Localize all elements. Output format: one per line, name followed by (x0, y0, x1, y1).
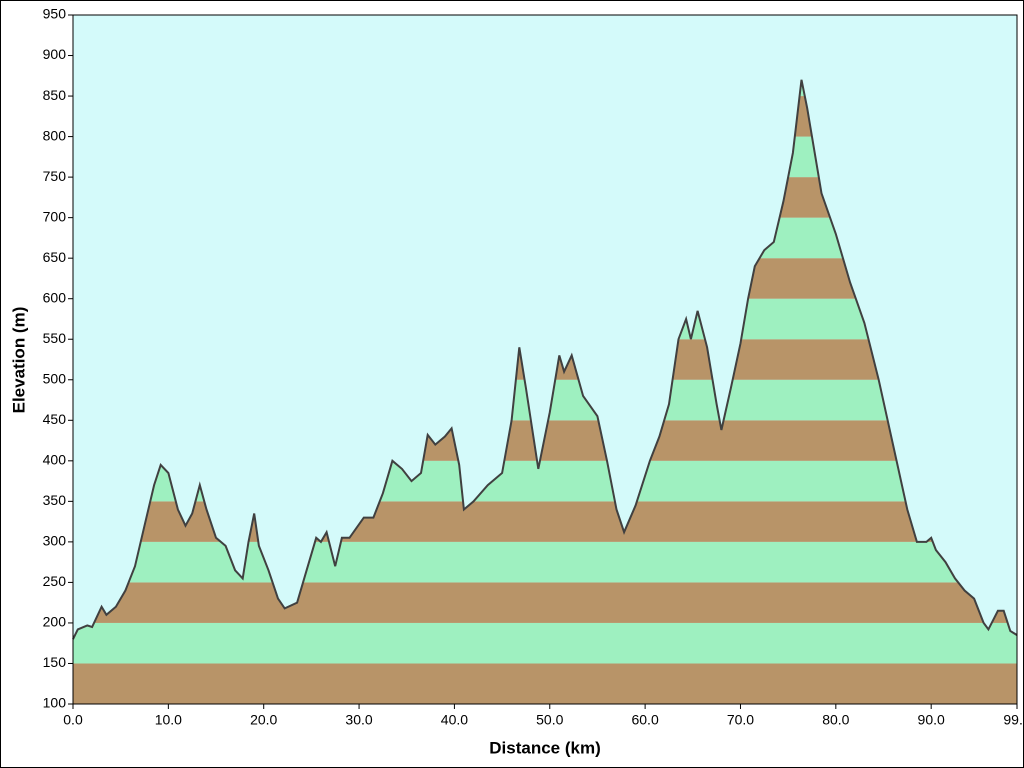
x-tick-label: 60.0 (631, 712, 658, 728)
y-tick-label: 750 (43, 168, 67, 184)
elevation-band (73, 541, 1017, 583)
y-tick-label: 850 (43, 87, 67, 103)
y-tick-label: 800 (43, 127, 67, 143)
elevation-line (72, 79, 1018, 640)
y-tick-label: 100 (43, 695, 67, 711)
plot-border (72, 14, 1018, 705)
elevation-band (73, 582, 1017, 623)
elevation-band (73, 622, 1017, 664)
x-tick-label: 70.0 (727, 712, 754, 728)
x-axis-label: Distance (km) (489, 738, 600, 757)
y-tick-label: 600 (43, 289, 67, 305)
y-tick-label: 450 (43, 411, 67, 427)
x-tick-label: 0.0 (63, 712, 83, 728)
y-tick-label: 550 (43, 330, 67, 346)
y-tick-label: 400 (43, 452, 67, 468)
y-tick-label: 350 (43, 492, 67, 508)
y-tick-label: 650 (43, 249, 67, 265)
y-tick-label: 150 (43, 654, 67, 670)
y-tick-label: 250 (43, 573, 67, 589)
y-tick-label: 200 (43, 614, 67, 630)
y-tick-label: 500 (43, 370, 67, 386)
x-tick-label: 30.0 (345, 712, 372, 728)
x-tick-label: 90.0 (918, 712, 945, 728)
x-tick-label: 40.0 (441, 712, 468, 728)
x-tick-label: 99.0 (1003, 712, 1024, 728)
x-tick-label: 50.0 (536, 712, 563, 728)
y-axis-label: Elevation (m) (9, 307, 28, 414)
elevation-band (73, 663, 1017, 704)
y-tick-label: 900 (43, 46, 67, 62)
x-tick-label: 20.0 (250, 712, 277, 728)
y-tick-label: 950 (43, 6, 67, 22)
y-tick-label: 300 (43, 533, 67, 549)
x-tick-label: 10.0 (155, 712, 182, 728)
y-tick-label: 700 (43, 208, 67, 224)
x-tick-label: 80.0 (822, 712, 849, 728)
